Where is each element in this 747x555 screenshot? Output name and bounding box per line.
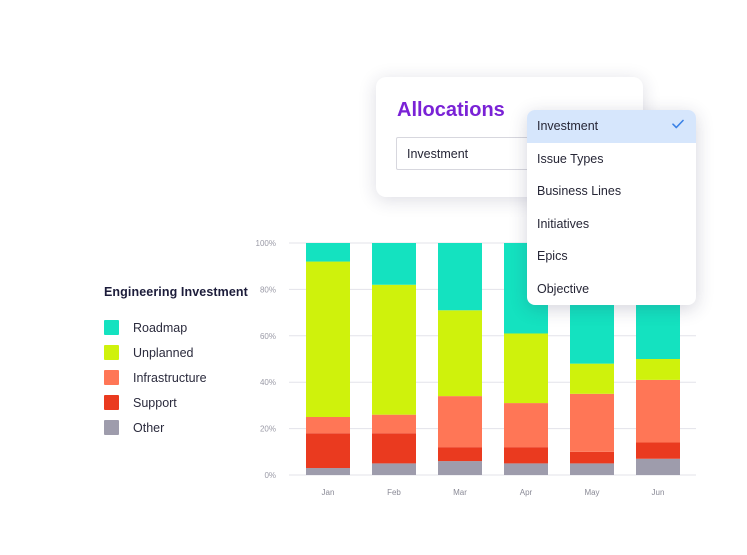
legend-swatch-other (104, 420, 119, 435)
y-tick-label: 60% (260, 332, 276, 341)
gridlines (289, 242, 696, 476)
bar-segment-support-feb (372, 433, 416, 464)
dropdown-option-business-lines[interactable]: Business Lines (527, 175, 696, 208)
bar-segment-roadmap-feb (372, 243, 416, 285)
bar-segment-unplanned-may (570, 363, 614, 394)
legend-swatch-infrastructure (104, 370, 119, 385)
bar-segment-other-apr (504, 463, 548, 475)
x-axis-category-labels: Jan Feb Mar Apr May Jun (322, 488, 665, 497)
x-category-label: Feb (387, 488, 401, 497)
dropdown-option-epics[interactable]: Epics (527, 240, 696, 273)
dropdown-option-objective[interactable]: Objective (527, 273, 696, 306)
legend-item-support: Support (104, 390, 264, 415)
y-tick-label: 40% (260, 378, 276, 387)
legend-label: Roadmap (133, 320, 188, 335)
bar-segment-support-may (570, 451, 614, 464)
bar-segment-unplanned-apr (504, 333, 548, 404)
bar-segment-infrastructure-feb (372, 414, 416, 434)
legend-title: Engineering Investment (104, 285, 248, 299)
bar-segment-other-feb (372, 463, 416, 475)
bar-segment-infrastructure-may (570, 393, 614, 452)
allocation-dropdown-menu: Investment Issue Types Business Lines In… (527, 110, 696, 305)
bar-segment-other-jun (636, 458, 680, 475)
bar-segment-roadmap-mar (438, 243, 482, 311)
dropdown-option-label: Epics (537, 249, 568, 264)
legend-label: Infrastructure (133, 370, 207, 385)
legend-item-roadmap: Roadmap (104, 315, 264, 340)
dropdown-option-label: Issue Types (537, 151, 604, 166)
bar-segment-support-jan (306, 433, 350, 469)
bar-segment-support-apr (504, 447, 548, 464)
dropdown-option-issue-types[interactable]: Issue Types (527, 143, 696, 176)
bar-segment-unplanned-jan (306, 261, 350, 417)
allocations-title: Allocations (397, 99, 505, 121)
legend-label: Unplanned (133, 345, 194, 360)
bar-segment-infrastructure-jun (636, 379, 680, 443)
bar-segment-other-may (570, 463, 614, 475)
x-category-label: Jun (652, 488, 665, 497)
dropdown-option-initiatives[interactable]: Initiatives (527, 208, 696, 241)
chart-legend: Engineering Investment Roadmap Unplanned… (104, 285, 264, 440)
dropdown-option-label: Investment (537, 119, 599, 134)
legend-label: Other (133, 420, 165, 435)
bar-segment-infrastructure-apr (504, 403, 548, 448)
bar-segment-unplanned-feb (372, 284, 416, 415)
bar-segment-infrastructure-jan (306, 417, 350, 434)
check-icon (672, 119, 684, 129)
legend-item-other: Other (104, 415, 264, 440)
bar-segment-roadmap-jan (306, 243, 350, 262)
dropdown-option-label: Business Lines (537, 184, 622, 199)
bar-segment-unplanned-mar (438, 310, 482, 397)
dropdown-option-investment[interactable]: Investment (527, 110, 696, 143)
bar-segment-other-jan (306, 468, 350, 475)
dropdown-option-label: Objective (537, 281, 590, 296)
legend-swatch-unplanned (104, 345, 119, 360)
x-category-label: May (584, 488, 599, 497)
legend-item-infrastructure: Infrastructure (104, 365, 264, 390)
legend-label: Support (133, 395, 177, 410)
x-category-label: Jan (322, 488, 335, 497)
bar-segment-support-jun (636, 442, 680, 459)
legend-swatch-roadmap (104, 320, 119, 335)
x-category-label: Apr (520, 488, 533, 497)
y-tick-label: 20% (260, 425, 276, 434)
x-category-label: Mar (453, 488, 467, 497)
allocation-select-value: Investment (407, 147, 469, 161)
bar-segment-unplanned-jun (636, 359, 680, 380)
y-axis-tick-labels: 0% 20% 40% 60% 80% 100% (256, 239, 276, 480)
y-tick-label: 0% (264, 471, 276, 480)
dropdown-option-label: Initiatives (537, 216, 590, 231)
y-tick-label: 80% (260, 285, 276, 294)
bar-segment-support-mar (438, 447, 482, 462)
legend-swatch-support (104, 395, 119, 410)
legend-item-unplanned: Unplanned (104, 340, 264, 365)
bar-segment-infrastructure-mar (438, 396, 482, 448)
y-tick-label: 100% (256, 239, 276, 248)
bar-segment-other-mar (438, 461, 482, 475)
